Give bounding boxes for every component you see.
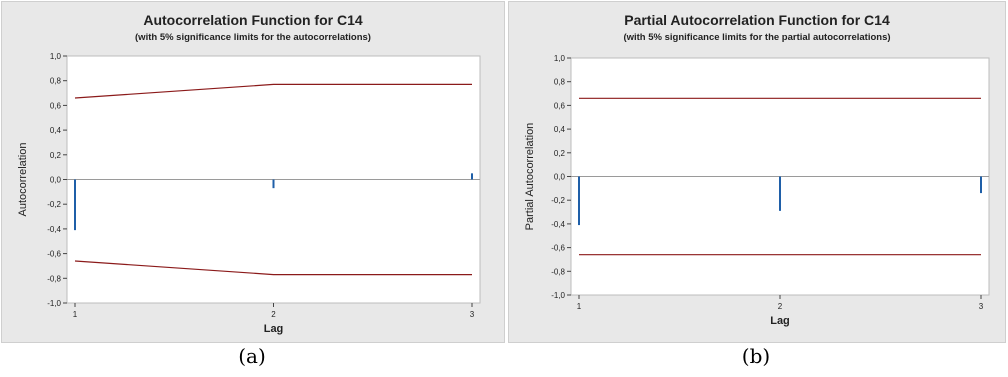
caption-a: (a) xyxy=(238,344,266,368)
y-tick-label: 0,6 xyxy=(554,101,566,110)
x-tick-label: 1 xyxy=(73,310,78,319)
y-tick-label: 0,2 xyxy=(554,149,566,158)
y-tick-label: 0,0 xyxy=(554,173,566,182)
y-axis-label: Autocorrelation xyxy=(17,143,29,217)
x-tick-label: 3 xyxy=(470,310,475,319)
y-tick-label: -0,6 xyxy=(47,250,61,259)
y-tick-label: 0,8 xyxy=(50,77,62,86)
caption-b: (b) xyxy=(741,344,771,368)
x-tick-label: 2 xyxy=(778,302,783,311)
chart-title: Autocorrelation Function for C14 xyxy=(143,12,363,28)
lower-significance-limit xyxy=(74,260,472,276)
y-tick-label: -1,0 xyxy=(551,291,565,300)
y-tick-label: 0,0 xyxy=(50,176,62,185)
y-tick-label: 1,0 xyxy=(50,52,62,61)
upper-significance-limit xyxy=(74,83,472,99)
pacf-chart: Partial Autocorrelation Function for C14… xyxy=(524,12,990,327)
y-axis-label: Partial Autocorrelation xyxy=(524,123,536,231)
y-tick-label: 0,4 xyxy=(554,125,566,134)
y-tick-label: -0,8 xyxy=(47,274,61,283)
acf-chart: Autocorrelation Function for C14 (with 5%… xyxy=(17,12,481,335)
y-tick-label: 0,4 xyxy=(50,126,62,135)
y-tick-label: -0,2 xyxy=(47,200,61,209)
pacf-chart-panel: Partial Autocorrelation Function for C14… xyxy=(508,1,1006,343)
x-tick-label: 1 xyxy=(577,302,582,311)
chart-title: Partial Autocorrelation Function for C14 xyxy=(624,12,890,28)
y-tick-label: -0,6 xyxy=(551,244,565,253)
x-tick-label: 2 xyxy=(271,310,276,319)
y-tick-label: 0,2 xyxy=(50,151,62,160)
y-tick-label: 0,6 xyxy=(50,101,62,110)
x-axis-label: Lag xyxy=(264,323,284,335)
y-tick-label: 0,8 xyxy=(554,78,566,87)
x-tick-label: 3 xyxy=(979,302,984,311)
chart-subtitle: (with 5% significance limits for the par… xyxy=(623,32,890,43)
y-tick-label: 1,0 xyxy=(554,54,566,63)
y-tick-label: -0,8 xyxy=(551,267,565,276)
y-tick-label: -1,0 xyxy=(47,299,61,308)
y-tick-label: -0,4 xyxy=(551,220,565,229)
chart-subtitle: (with 5% significance limits for the aut… xyxy=(135,32,371,43)
y-tick-label: -0,4 xyxy=(47,225,61,234)
acf-chart-panel: Autocorrelation Function for C14 (with 5%… xyxy=(1,1,505,343)
y-tick-label: -0,2 xyxy=(551,196,565,205)
x-axis-label: Lag xyxy=(770,315,790,327)
